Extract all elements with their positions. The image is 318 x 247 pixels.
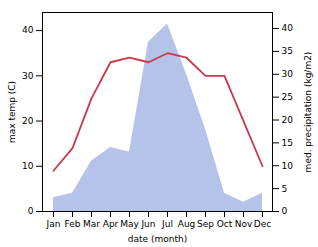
svg-text:max temp (C): max temp (C)	[7, 81, 17, 143]
svg-text:Mar: Mar	[83, 219, 100, 229]
svg-text:20: 20	[282, 115, 294, 125]
svg-text:Jul: Jul	[161, 219, 173, 229]
svg-text:Nov: Nov	[235, 219, 253, 229]
svg-text:0: 0	[282, 206, 288, 216]
svg-text:20: 20	[22, 116, 34, 126]
svg-text:med. precipitation (kg/m2): med. precipitation (kg/m2)	[303, 52, 313, 173]
svg-text:Sep: Sep	[197, 219, 214, 229]
svg-text:30: 30	[22, 71, 34, 81]
svg-text:Oct: Oct	[217, 219, 233, 229]
svg-text:30: 30	[282, 69, 294, 79]
svg-text:25: 25	[282, 92, 293, 102]
svg-text:Apr: Apr	[103, 219, 119, 229]
svg-text:15: 15	[282, 138, 293, 148]
svg-text:Jan: Jan	[46, 219, 61, 229]
svg-text:10: 10	[282, 161, 294, 171]
svg-text:40: 40	[282, 23, 294, 33]
svg-text:10: 10	[22, 161, 34, 171]
svg-text:40: 40	[22, 25, 34, 35]
svg-text:date (month): date (month)	[128, 234, 187, 244]
svg-text:Dec: Dec	[254, 219, 271, 229]
svg-text:Jun: Jun	[140, 219, 155, 229]
svg-text:35: 35	[282, 46, 293, 56]
svg-text:Aug: Aug	[178, 219, 196, 229]
svg-text:0: 0	[28, 206, 34, 216]
svg-text:Feb: Feb	[65, 219, 81, 229]
svg-text:May: May	[120, 219, 139, 229]
svg-text:5: 5	[282, 184, 288, 194]
